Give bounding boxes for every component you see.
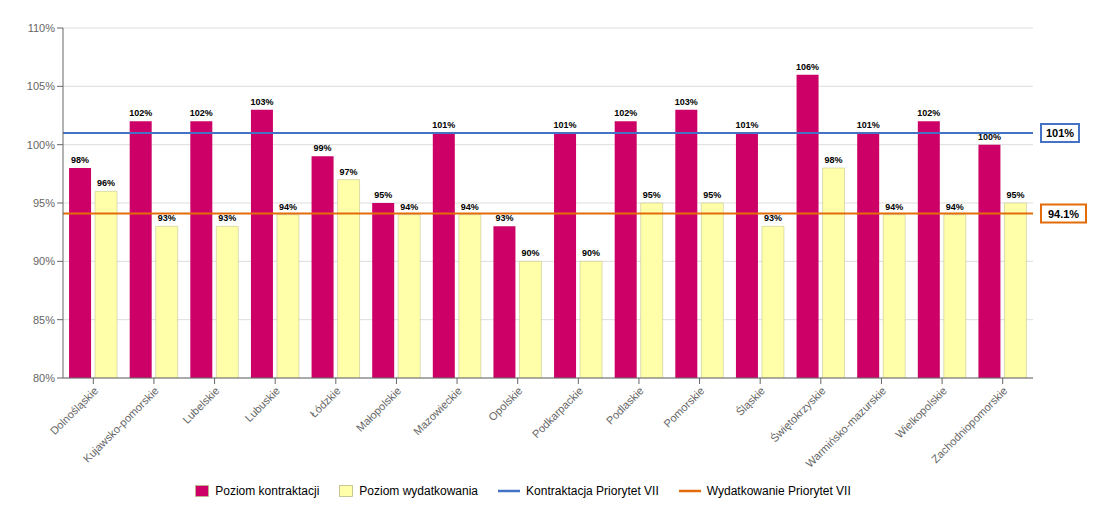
svg-text:95%: 95%	[374, 190, 392, 200]
svg-text:94%: 94%	[461, 202, 479, 212]
svg-text:99%: 99%	[314, 143, 332, 153]
svg-text:103%: 103%	[675, 97, 698, 107]
svg-text:90%: 90%	[33, 255, 55, 267]
svg-text:Warmińsko-mazurskie: Warmińsko-mazurskie	[803, 384, 888, 469]
svg-text:100%: 100%	[978, 132, 1001, 142]
svg-text:95%: 95%	[703, 190, 721, 200]
svg-text:94%: 94%	[279, 202, 297, 212]
svg-text:93%: 93%	[158, 213, 176, 223]
svg-text:95%: 95%	[1006, 190, 1024, 200]
svg-text:Zachodniopomorskie: Zachodniopomorskie	[929, 384, 1010, 465]
html-text:Kontraktacja Priorytet VII: Kontraktacja Priorytet VII	[526, 484, 659, 498]
svg-text:101%: 101%	[1046, 127, 1074, 139]
svg-text:Kujawsko-pomorskie: Kujawsko-pomorskie	[81, 384, 161, 464]
svg-text:98%: 98%	[71, 155, 89, 165]
svg-text:95%: 95%	[643, 190, 661, 200]
svg-text:96%: 96%	[97, 178, 115, 188]
html-text:Poziom wydatkowania: Poziom wydatkowania	[359, 484, 478, 498]
html-text:Poziom kontraktacji: Poziom kontraktacji	[215, 484, 320, 498]
svg-text:94%: 94%	[946, 202, 964, 212]
svg-text:Opolskie: Opolskie	[486, 384, 525, 423]
svg-text:Małopolskie: Małopolskie	[354, 384, 404, 434]
svg-text:102%: 102%	[190, 108, 213, 118]
svg-text:Lubelskie: Lubelskie	[180, 384, 221, 425]
svg-text:93%: 93%	[764, 213, 782, 223]
svg-text:Mazowieckie: Mazowieckie	[411, 384, 464, 437]
svg-text:93%: 93%	[495, 213, 513, 223]
svg-text:101%: 101%	[432, 120, 455, 130]
svg-text:94.1%: 94.1%	[1048, 208, 1079, 220]
html-text:Wydatkowanie Priorytet VII: Wydatkowanie Priorytet VII	[706, 484, 851, 498]
svg-text:Podlaskie: Podlaskie	[604, 384, 646, 426]
svg-text:106%: 106%	[796, 62, 819, 72]
svg-text:103%: 103%	[250, 97, 273, 107]
svg-text:80%: 80%	[33, 372, 55, 384]
svg-text:85%: 85%	[33, 314, 55, 326]
svg-text:101%: 101%	[554, 120, 577, 130]
svg-text:105%: 105%	[27, 80, 55, 92]
svg-text:Dolnośląskie: Dolnośląskie	[48, 384, 101, 437]
svg-text:90%: 90%	[582, 248, 600, 258]
svg-text:Świętokrzyskie: Świętokrzyskie	[768, 384, 828, 444]
svg-text:Śląskie: Śląskie	[734, 384, 768, 418]
svg-text:98%: 98%	[825, 155, 843, 165]
svg-text:102%: 102%	[614, 108, 637, 118]
svg-text:Pomorskie: Pomorskie	[661, 384, 706, 429]
svg-text:110%: 110%	[28, 22, 56, 34]
svg-text:102%: 102%	[129, 108, 152, 118]
svg-text:Lubuskie: Lubuskie	[242, 384, 282, 424]
svg-text:102%: 102%	[917, 108, 940, 118]
svg-text:101%: 101%	[735, 120, 758, 130]
svg-text:Wielkopolskie: Wielkopolskie	[893, 384, 949, 440]
svg-text:Podkarpackie: Podkarpackie	[530, 384, 586, 440]
svg-text:97%: 97%	[340, 167, 358, 177]
svg-text:95%: 95%	[33, 197, 55, 209]
svg-text:94%: 94%	[400, 202, 418, 212]
svg-text:100%: 100%	[27, 139, 55, 151]
svg-text:Łódzkie: Łódzkie	[307, 384, 342, 419]
svg-text:94%: 94%	[885, 202, 903, 212]
svg-text:93%: 93%	[218, 213, 236, 223]
svg-text:90%: 90%	[521, 248, 539, 258]
svg-text:101%: 101%	[857, 120, 880, 130]
